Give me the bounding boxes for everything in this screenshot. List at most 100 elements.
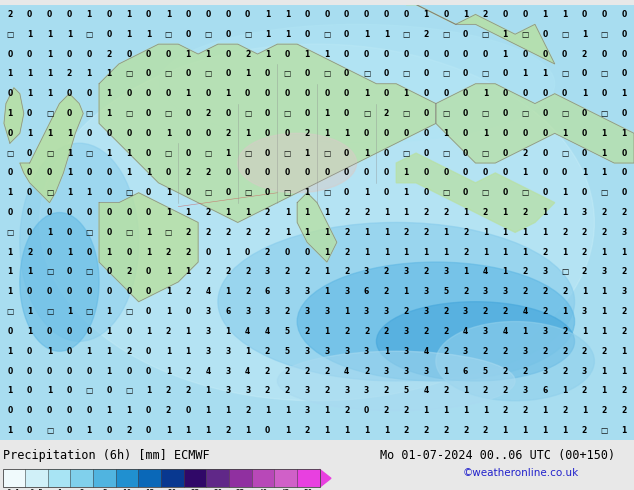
Text: 2: 2 bbox=[443, 208, 448, 217]
Text: 1: 1 bbox=[7, 247, 13, 257]
Text: 1: 1 bbox=[364, 148, 369, 158]
Text: 1: 1 bbox=[265, 49, 270, 58]
Text: 1: 1 bbox=[205, 406, 210, 415]
Text: □: □ bbox=[86, 30, 93, 39]
Text: 0: 0 bbox=[542, 109, 548, 118]
Text: □: □ bbox=[403, 70, 410, 78]
Text: 10: 10 bbox=[122, 489, 132, 490]
Text: 0: 0 bbox=[384, 89, 389, 98]
Text: 2: 2 bbox=[324, 387, 330, 395]
Text: 1: 1 bbox=[621, 247, 627, 257]
Text: 2: 2 bbox=[443, 327, 448, 336]
Text: 2: 2 bbox=[562, 327, 567, 336]
Text: 0: 0 bbox=[482, 49, 488, 58]
Text: □: □ bbox=[204, 30, 212, 39]
Text: 0: 0 bbox=[364, 129, 369, 138]
Text: 2: 2 bbox=[304, 327, 310, 336]
Text: 1: 1 bbox=[562, 10, 567, 19]
Text: 3: 3 bbox=[225, 367, 231, 375]
Text: 1: 1 bbox=[47, 129, 52, 138]
Text: 1: 1 bbox=[384, 228, 389, 237]
Text: 3: 3 bbox=[384, 367, 389, 375]
Text: □: □ bbox=[442, 30, 450, 39]
Text: 0: 0 bbox=[67, 347, 72, 356]
Text: 4: 4 bbox=[424, 387, 429, 395]
Text: 1: 1 bbox=[562, 307, 567, 316]
Text: 0: 0 bbox=[542, 129, 548, 138]
Text: 0: 0 bbox=[582, 109, 587, 118]
Text: 2: 2 bbox=[285, 387, 290, 395]
Text: 0: 0 bbox=[7, 406, 13, 415]
Text: □: □ bbox=[442, 70, 450, 78]
Text: □: □ bbox=[125, 228, 133, 237]
Text: 0: 0 bbox=[602, 49, 607, 58]
Text: 0: 0 bbox=[7, 89, 13, 98]
Text: 2: 2 bbox=[424, 426, 429, 435]
Text: 0: 0 bbox=[403, 10, 409, 19]
Text: 1: 1 bbox=[165, 307, 171, 316]
Text: 2: 2 bbox=[482, 307, 488, 316]
Text: 40: 40 bbox=[258, 489, 268, 490]
Text: 0: 0 bbox=[126, 208, 131, 217]
Text: 1: 1 bbox=[522, 70, 527, 78]
Text: 3: 3 bbox=[364, 268, 369, 276]
Text: □: □ bbox=[165, 148, 172, 158]
Text: □: □ bbox=[561, 148, 568, 158]
Text: 2: 2 bbox=[245, 228, 250, 237]
Text: 0: 0 bbox=[582, 70, 587, 78]
Text: 1: 1 bbox=[324, 208, 330, 217]
Text: 2: 2 bbox=[443, 347, 448, 356]
Text: 0: 0 bbox=[522, 10, 527, 19]
Ellipse shape bbox=[377, 302, 574, 381]
Text: 0: 0 bbox=[344, 49, 349, 58]
Text: 2: 2 bbox=[522, 268, 527, 276]
Text: 2: 2 bbox=[602, 208, 607, 217]
Text: 1: 1 bbox=[7, 387, 13, 395]
Text: 0: 0 bbox=[67, 10, 72, 19]
Text: 0: 0 bbox=[265, 148, 270, 158]
Text: 3: 3 bbox=[542, 367, 548, 375]
Text: 2: 2 bbox=[542, 307, 548, 316]
Text: 3: 3 bbox=[621, 228, 627, 237]
Text: 1: 1 bbox=[503, 208, 508, 217]
Text: 4: 4 bbox=[205, 367, 210, 375]
Text: 0: 0 bbox=[304, 247, 310, 257]
Text: 1: 1 bbox=[225, 89, 231, 98]
Text: 2: 2 bbox=[205, 169, 210, 177]
Text: 1: 1 bbox=[304, 188, 310, 197]
Text: □: □ bbox=[244, 188, 251, 197]
Text: □: □ bbox=[125, 70, 133, 78]
Text: 1: 1 bbox=[7, 347, 13, 356]
Text: 0: 0 bbox=[86, 169, 92, 177]
Text: 1: 1 bbox=[621, 89, 627, 98]
Text: 1: 1 bbox=[285, 208, 290, 217]
Text: 1: 1 bbox=[443, 367, 448, 375]
Text: 0: 0 bbox=[126, 327, 131, 336]
Text: □: □ bbox=[6, 148, 13, 158]
Text: □: □ bbox=[204, 148, 212, 158]
Text: 1: 1 bbox=[482, 247, 488, 257]
Text: □: □ bbox=[46, 109, 53, 118]
Text: 1: 1 bbox=[443, 247, 448, 257]
Text: 1: 1 bbox=[245, 208, 250, 217]
Text: 1: 1 bbox=[384, 247, 389, 257]
Text: 2: 2 bbox=[225, 268, 231, 276]
Text: 0: 0 bbox=[621, 169, 627, 177]
Bar bbox=[297, 469, 320, 487]
Text: 0: 0 bbox=[47, 10, 52, 19]
Text: 0: 0 bbox=[165, 169, 171, 177]
Text: 0.1: 0.1 bbox=[7, 489, 21, 490]
Text: 0: 0 bbox=[384, 49, 389, 58]
Text: 1: 1 bbox=[7, 426, 13, 435]
Text: 1: 1 bbox=[225, 327, 231, 336]
Text: 0: 0 bbox=[621, 10, 627, 19]
Text: 1: 1 bbox=[225, 247, 231, 257]
Text: 0: 0 bbox=[146, 367, 152, 375]
Text: 45: 45 bbox=[281, 489, 290, 490]
Text: □: □ bbox=[323, 70, 330, 78]
Text: 1: 1 bbox=[344, 307, 349, 316]
Text: 0: 0 bbox=[47, 208, 52, 217]
Text: 0: 0 bbox=[463, 89, 469, 98]
Text: 1: 1 bbox=[7, 70, 13, 78]
Text: 0: 0 bbox=[344, 109, 349, 118]
